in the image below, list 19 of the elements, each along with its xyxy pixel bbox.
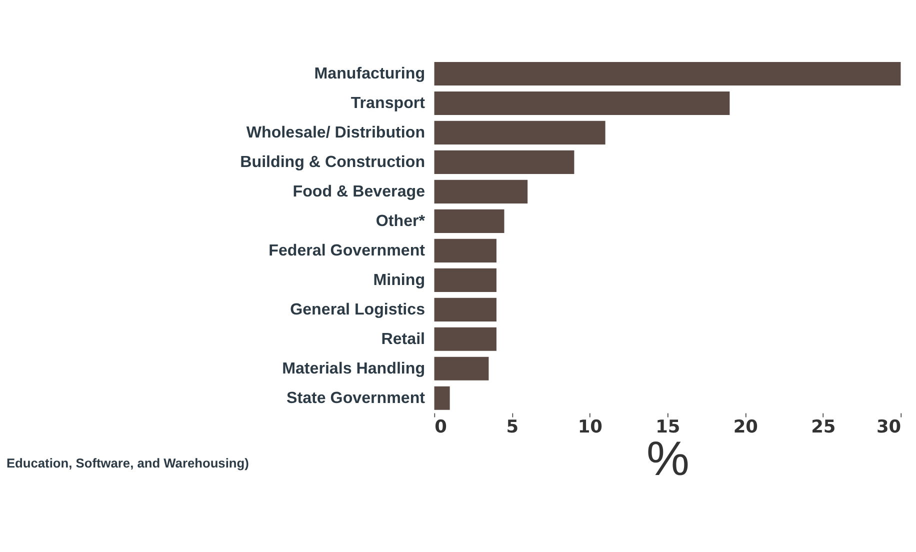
y-tick-label: Wholesale/ Distribution bbox=[246, 124, 426, 142]
y-tick-label: Food & Beverage bbox=[292, 182, 426, 201]
y-tick-label: General Logistics bbox=[290, 300, 426, 318]
x-tick-label: 10 bbox=[578, 418, 602, 438]
y-tick-label: Mining bbox=[373, 270, 426, 289]
x-tick-label: 20 bbox=[733, 418, 758, 438]
y-tick-label: Other* bbox=[376, 212, 426, 230]
y-tick-label: Federal Government bbox=[268, 242, 426, 260]
y-tick-label: Materials Handling bbox=[282, 359, 426, 378]
x-tick-label: 5 bbox=[506, 418, 519, 438]
x-tick-label: 30 bbox=[876, 418, 902, 438]
y-tick-label: Manufacturing bbox=[314, 64, 426, 83]
y-tick-label: Building & Construction bbox=[240, 153, 426, 172]
y-tick-label: State Government bbox=[286, 388, 426, 407]
text: Education, Software, and Warehousing) bbox=[6, 456, 249, 471]
y-tick-label: Transport bbox=[350, 94, 426, 112]
x-tick-label: 0 bbox=[434, 418, 447, 438]
x-tick-label: 25 bbox=[811, 418, 836, 438]
y-tick-label: Retail bbox=[381, 330, 426, 348]
